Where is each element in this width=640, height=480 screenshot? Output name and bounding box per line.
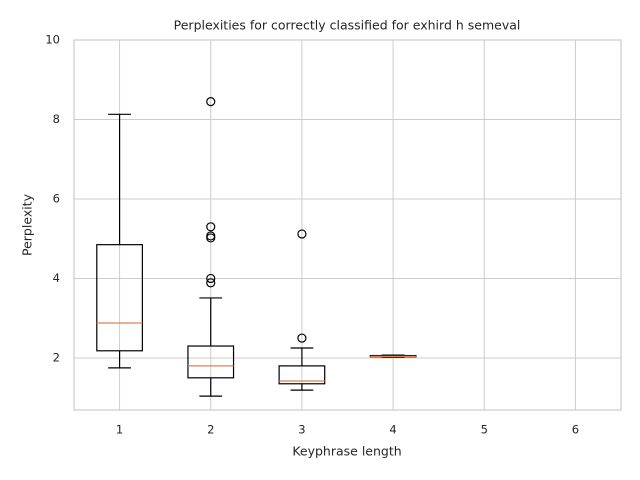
outlier <box>206 278 216 288</box>
outlier <box>206 273 216 284</box>
outlier <box>297 229 307 239</box>
x-tick-label: 1 <box>116 423 123 437</box>
box <box>187 345 235 379</box>
outlier <box>206 222 216 232</box>
y-axis-label: Perplexity <box>20 193 35 256</box>
outlier <box>206 233 216 243</box>
y-tick-label: 4 <box>53 271 60 285</box>
plot-frame <box>73 39 622 411</box>
x-tick-label: 3 <box>298 423 305 437</box>
outlier <box>206 97 216 107</box>
x-tick-label: 2 <box>207 423 214 437</box>
box <box>96 244 143 352</box>
y-tick-label: 6 <box>53 191 60 205</box>
x-tick-label: 4 <box>389 423 396 437</box>
y-tick-label: 2 <box>53 350 60 364</box>
chart-title: Perplexities for correctly classified fo… <box>174 18 521 33</box>
x-tick-label: 6 <box>572 423 579 437</box>
x-axis-label: Keyphrase length <box>292 444 401 459</box>
y-tick-label: 10 <box>45 33 60 47</box>
outlier <box>297 333 307 343</box>
box <box>278 365 326 385</box>
x-tick-label: 5 <box>481 423 488 437</box>
y-tick-label: 8 <box>53 112 60 126</box>
